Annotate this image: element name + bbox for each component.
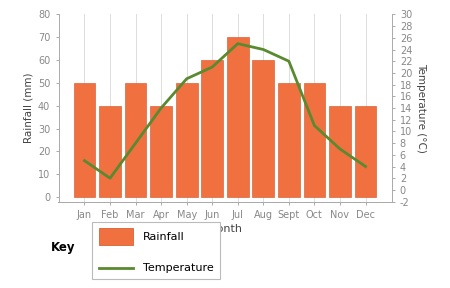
Bar: [125, 83, 146, 197]
FancyBboxPatch shape: [91, 222, 220, 279]
Bar: [227, 37, 249, 197]
Bar: [278, 83, 300, 197]
Bar: [329, 106, 351, 197]
Bar: [176, 83, 198, 197]
Text: Rainfall: Rainfall: [143, 232, 184, 242]
X-axis label: Month: Month: [207, 224, 243, 234]
Y-axis label: Temperature (°C): Temperature (°C): [416, 63, 426, 153]
Y-axis label: Rainfall (mm): Rainfall (mm): [24, 73, 34, 143]
Bar: [99, 106, 121, 197]
FancyBboxPatch shape: [99, 228, 133, 245]
Bar: [304, 83, 325, 197]
Bar: [355, 106, 376, 197]
Bar: [74, 83, 95, 197]
Bar: [150, 106, 172, 197]
Bar: [252, 60, 274, 197]
Text: Temperature: Temperature: [143, 263, 213, 273]
Bar: [201, 60, 223, 197]
Text: Key: Key: [51, 241, 76, 254]
